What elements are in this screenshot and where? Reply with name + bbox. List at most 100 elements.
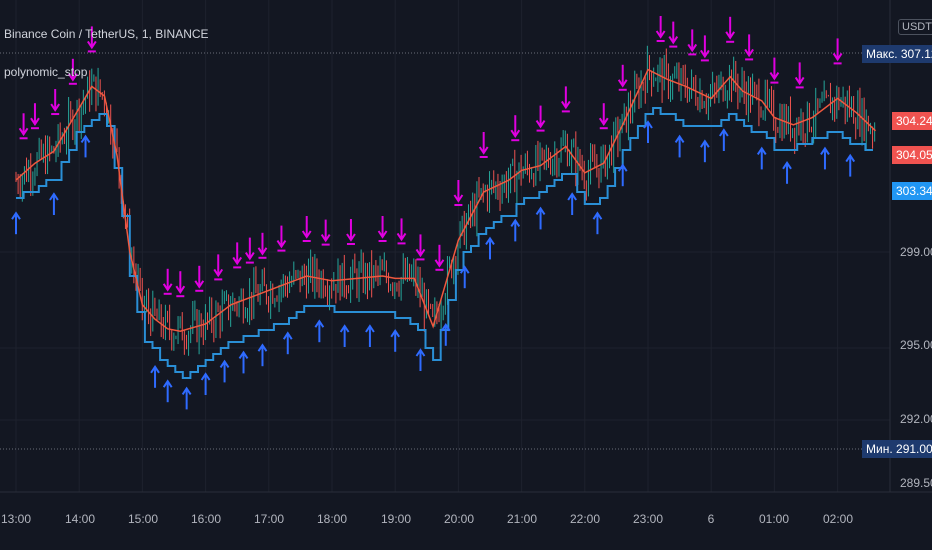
buy-arrow-head-icon	[510, 218, 521, 227]
buy-arrow-head-icon	[314, 319, 325, 328]
min-label: Мин.	[866, 442, 893, 456]
sell-arrow-head-icon	[668, 36, 679, 45]
buy-arrow-head-icon	[459, 265, 470, 274]
buy-arrow-head-icon	[11, 211, 21, 220]
sell-arrow-head-icon	[320, 234, 331, 243]
sell-arrow-head-icon	[68, 73, 78, 82]
sell-arrow-head-icon	[213, 268, 224, 278]
sell-arrow-head-icon	[535, 120, 546, 129]
sell-arrow-head-icon	[162, 283, 173, 292]
buy-arrow-head-icon	[845, 153, 856, 163]
buy-arrow-head-icon	[80, 134, 91, 143]
sell-arrow-head-icon	[598, 117, 609, 127]
buy-arrow-head-icon	[485, 236, 495, 245]
buy-arrow-head-icon	[617, 163, 628, 172]
buy-arrow-head-icon	[440, 322, 451, 332]
x-tick: 23:00	[632, 512, 664, 526]
currency-label[interactable]: USDT	[898, 19, 932, 35]
poly-series-line	[15, 68, 877, 332]
sell-arrow-head-icon	[687, 43, 698, 53]
sell-arrow-head-icon	[30, 117, 40, 127]
buy-arrow-head-icon	[674, 134, 685, 143]
buy-arrow-head-icon	[535, 206, 546, 215]
sell-arrow-head-icon	[50, 103, 61, 112]
x-tick: 02:00	[822, 512, 854, 526]
buy-arrow-head-icon	[643, 120, 653, 129]
sell-arrow-head-icon	[655, 30, 666, 39]
sell-arrow-head-icon	[700, 49, 710, 59]
buy-arrow-head-icon	[257, 343, 268, 352]
stop-series-line	[16, 107, 873, 379]
buy-arrow-head-icon	[567, 192, 577, 201]
sell-arrow-head-icon	[725, 31, 735, 40]
y-tick: 292.00	[900, 412, 932, 426]
x-tick: 6	[707, 512, 715, 526]
max-price-badge: Макс. 307.12	[862, 45, 932, 63]
sell-arrow-head-icon	[87, 40, 97, 50]
sell-arrow-head-icon	[377, 230, 388, 239]
buy-arrow-head-icon	[181, 386, 192, 395]
sell-arrow-head-icon	[18, 127, 29, 137]
y-tick: 289.50	[900, 476, 932, 490]
buy-arrow-head-icon	[238, 350, 249, 359]
x-tick: 16:00	[190, 512, 222, 526]
buy-arrow-head-icon	[282, 331, 293, 340]
sell-arrow-head-icon	[561, 100, 571, 110]
y-tick: 295.00	[900, 338, 932, 352]
sell-arrow-head-icon	[453, 194, 464, 203]
x-tick: 17:00	[253, 512, 285, 526]
x-tick: 21:00	[506, 512, 538, 526]
sell-arrow-head-icon	[434, 259, 445, 268]
x-tick: 22:00	[569, 512, 601, 526]
symbol-title[interactable]: Binance Coin / TetherUS, 1, BINANCE	[4, 27, 209, 41]
x-tick: 13:00	[0, 512, 32, 526]
sell-arrow-head-icon	[415, 248, 426, 258]
poly-value-badge: 304.05	[892, 146, 932, 164]
buy-arrow-head-icon	[150, 364, 160, 374]
min-value: 291.00	[896, 442, 932, 456]
sell-arrow-head-icon	[301, 230, 312, 239]
sell-arrow-head-icon	[794, 76, 805, 86]
x-tick: 01:00	[758, 512, 790, 526]
buy-arrow-head-icon	[365, 324, 375, 333]
buy-arrow-head-icon	[162, 379, 173, 388]
max-label: Макс.	[866, 47, 898, 61]
x-tick: 14:00	[64, 512, 96, 526]
buy-arrow-head-icon	[200, 372, 211, 381]
y-tick: 299.00	[900, 245, 932, 259]
x-tick: 20:00	[443, 512, 475, 526]
sell-arrow-head-icon	[478, 146, 489, 155]
buy-arrow-head-icon	[390, 328, 401, 338]
indicator-name[interactable]: polynomic_stop	[4, 65, 88, 79]
sell-arrow-head-icon	[617, 79, 628, 88]
sell-arrow-head-icon	[245, 252, 255, 261]
buy-arrow-head-icon	[219, 359, 230, 368]
x-tick: 18:00	[316, 512, 348, 526]
min-price-badge: Мин. 291.00	[862, 440, 932, 458]
sell-arrow-head-icon	[744, 48, 754, 58]
sell-arrow-head-icon	[346, 233, 356, 242]
sell-arrow-head-icon	[276, 240, 287, 249]
buy-arrow-head-icon	[756, 146, 767, 155]
sell-arrow-head-icon	[396, 232, 407, 242]
buy-arrow-head-icon	[49, 192, 59, 201]
sell-arrow-head-icon	[257, 247, 268, 256]
x-tick: 19:00	[380, 512, 412, 526]
sell-arrow-head-icon	[175, 285, 186, 295]
sell-arrow-head-icon	[232, 256, 243, 266]
sell-arrow-head-icon	[194, 280, 205, 289]
last-price-badge: 304.24	[892, 112, 932, 130]
buy-arrow-head-icon	[592, 211, 603, 220]
buy-arrow-head-icon	[415, 348, 426, 357]
sell-arrow-head-icon	[769, 72, 780, 81]
buy-arrow-head-icon	[820, 146, 830, 155]
x-tick: 15:00	[127, 512, 159, 526]
sell-arrow-head-icon	[510, 129, 521, 139]
max-value: 307.12	[900, 47, 932, 61]
buy-arrow-head-icon	[719, 128, 729, 137]
stop-value-badge: 303.34	[892, 182, 932, 200]
buy-arrow-head-icon	[700, 139, 710, 148]
buy-arrow-head-icon	[782, 160, 792, 170]
